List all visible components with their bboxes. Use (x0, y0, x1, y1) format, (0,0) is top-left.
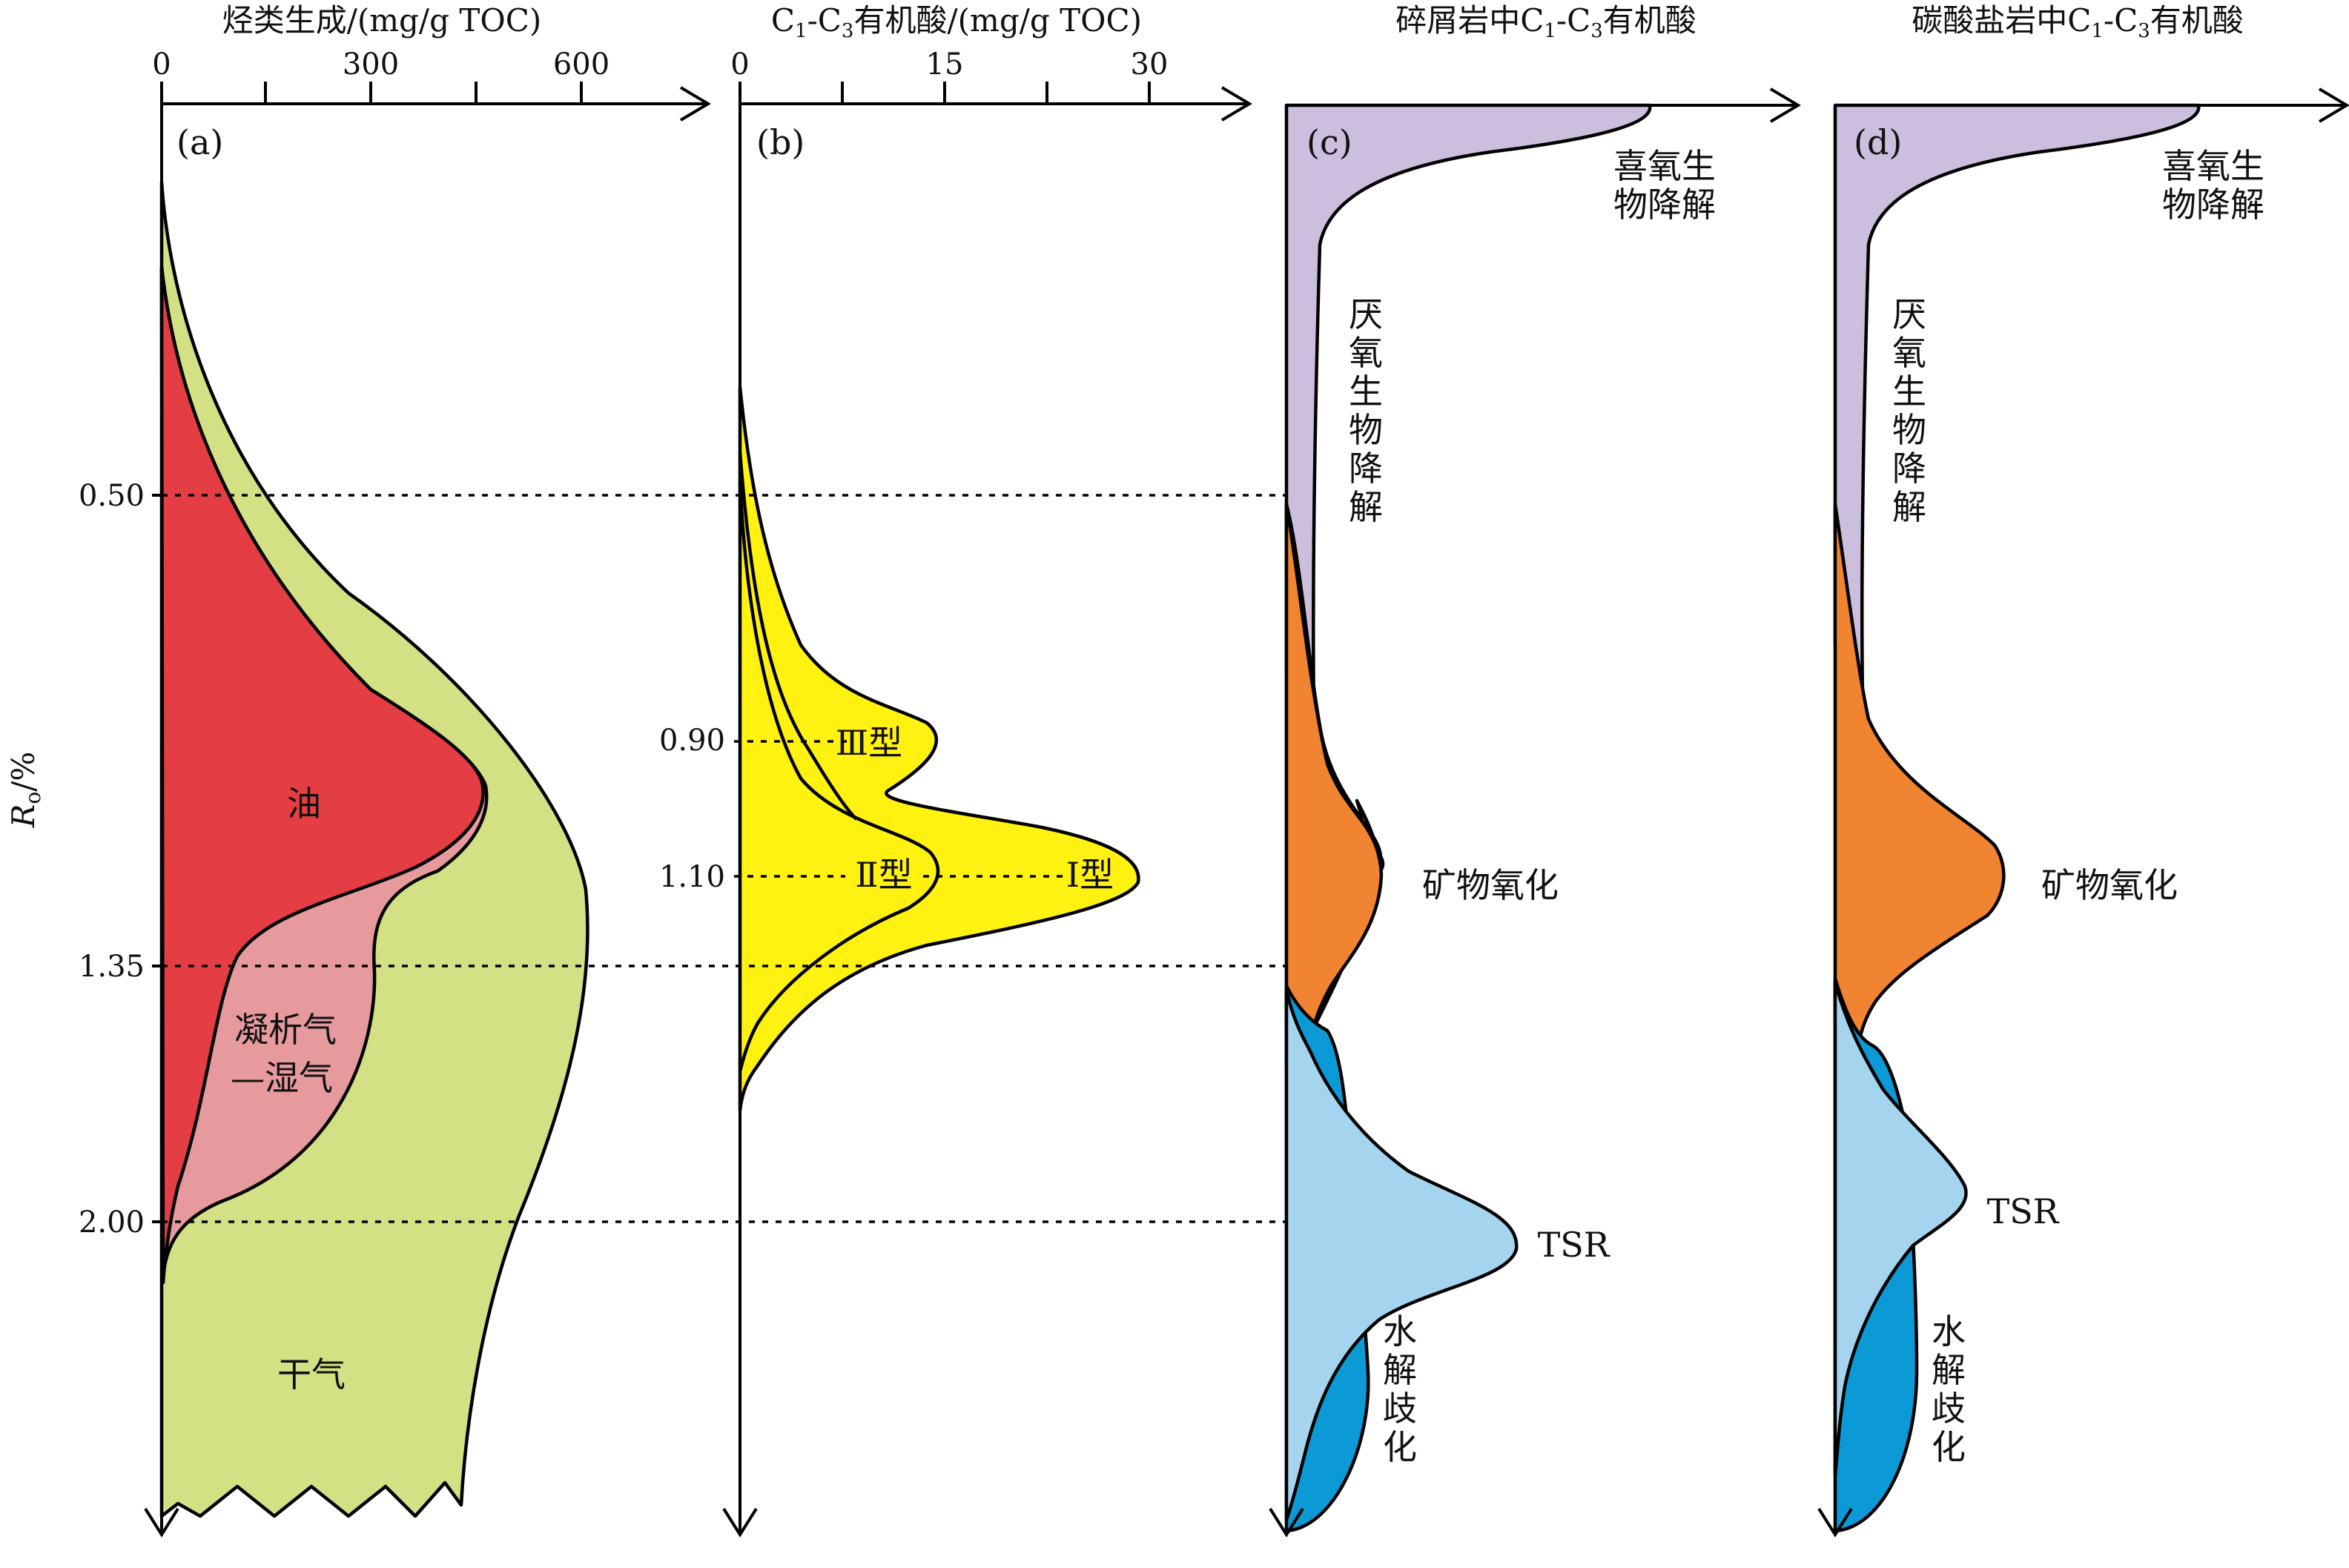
svg-text:水: 水 (1932, 1311, 1966, 1352)
svg-text:物: 物 (1892, 410, 1926, 450)
tsr-c (1284, 988, 1519, 1522)
oil-area (159, 265, 485, 1285)
label-hydrolysis-c: 水 解 歧 化 (1383, 1311, 1417, 1467)
y-axis-d-arrowhead (1817, 1507, 1853, 1538)
svg-text:物: 物 (1349, 410, 1383, 450)
label-oil: 油 (287, 784, 321, 824)
type-ii-boundary (738, 481, 940, 1072)
panel-a: 0 300 600 烃类生成/(mg/g TOC) (a) 油 凝析气 —湿气 … (144, 2, 711, 1538)
label-anaerobic-d: 厌 氧 生 物 降 解 (1892, 294, 1926, 527)
label-condensate-line1: 凝析气 (234, 1010, 337, 1050)
y-axis-title: Ro/% (5, 752, 45, 829)
x-tick-a-300: 300 (343, 47, 399, 82)
label-condensate-line2: —湿气 (231, 1058, 333, 1098)
x-axis-a-arrowhead (679, 86, 711, 122)
panel-b-letter: (b) (756, 122, 805, 162)
x-tick-a-0: 0 (152, 47, 171, 82)
svg-text:氧: 氧 (1892, 333, 1926, 373)
svg-text:厌: 厌 (1892, 294, 1926, 334)
ro-090-label: 0.90 (659, 724, 725, 758)
x-tick-b-30: 30 (1131, 47, 1169, 82)
panel-b: 0 15 30 C1-C3有机酸/(mg/g TOC) (b) Ⅲ型 Ⅱ型 Ⅰ型… (659, 2, 1252, 1538)
svg-text:水: 水 (1383, 1311, 1417, 1352)
svg-text:化: 化 (1932, 1427, 1966, 1467)
panel-c-letter: (c) (1306, 122, 1352, 162)
svg-text:解: 解 (1349, 487, 1383, 527)
label-mineral-c: 矿物氧化 (1422, 865, 1559, 905)
svg-text:解: 解 (1892, 487, 1926, 527)
svg-text:生: 生 (1349, 371, 1383, 411)
ro-110-label: 1.10 (659, 860, 725, 894)
label-tsr-d: TSR (1987, 1191, 2060, 1231)
x-tick-b-15: 15 (926, 47, 964, 82)
svg-text:氧: 氧 (1349, 333, 1383, 373)
label-tsr-c: TSR (1538, 1225, 1610, 1265)
panel-d: 碳酸盐岩中C1-C3有机酸 (d) 喜氧生 物降解 厌 氧 生 物 降 解 矿物… (1817, 2, 2349, 1538)
panel-a-title: 烃类生成/(mg/g TOC) (222, 2, 542, 39)
panel-c: 碎屑岩中C1-C3有机酸 (c) 喜氧生 物降解 厌 氧 生 物 降 解 矿物氧… (1269, 2, 1801, 1538)
y-axis-labels: 0.50 1.35 2.00 Ro/% (5, 479, 162, 1240)
label-aerobic-c-1: 喜氧生 (1613, 146, 1716, 186)
label-type-ii: Ⅱ型 (855, 855, 912, 895)
label-mineral-d: 矿物氧化 (2041, 865, 2178, 905)
panel-c-title: 碎屑岩中C1-C3有机酸 (1395, 2, 1696, 42)
y-tick-200: 2.00 (79, 1205, 145, 1240)
x-ticks-a (160, 82, 583, 104)
label-aerobic-d-2: 物降解 (2162, 185, 2264, 225)
tsr-d (1833, 980, 1968, 1478)
label-aerobic-c-2: 物降解 (1613, 185, 1716, 225)
aerobic-degradation-d (1833, 103, 2201, 699)
x-axis-b-arrowhead (1220, 86, 1252, 122)
y-axis-c-arrowhead (1269, 1507, 1304, 1538)
svg-text:歧: 歧 (1932, 1389, 1966, 1429)
x-axis-c-arrowhead (1769, 87, 1801, 123)
label-type-iii: Ⅲ型 (836, 723, 902, 763)
svg-text:降: 降 (1349, 449, 1383, 489)
label-hydrolysis-d: 水 解 歧 化 (1932, 1311, 1966, 1467)
panel-d-title: 碳酸盐岩中C1-C3有机酸 (1912, 2, 2244, 42)
panel-b-title: C1-C3有机酸/(mg/g TOC) (771, 2, 1142, 42)
label-type-i: Ⅰ型 (1066, 855, 1114, 895)
y-axis-a-arrowhead (144, 1507, 179, 1538)
aerobic-degradation-c (1284, 103, 1652, 721)
svg-text:歧: 歧 (1383, 1389, 1417, 1429)
svg-text:解: 解 (1383, 1350, 1417, 1390)
type-iii-boundary (738, 451, 858, 821)
reference-lines (162, 494, 1286, 1223)
svg-text:生: 生 (1892, 371, 1926, 411)
label-dry-gas: 干气 (277, 1354, 346, 1395)
x-tick-b-0: 0 (730, 47, 749, 82)
y-axis-b-arrowhead (722, 1507, 758, 1538)
label-aerobic-d-1: 喜氧生 (2162, 146, 2264, 186)
panel-d-letter: (d) (1854, 122, 1902, 162)
panel-a-letter: (a) (176, 122, 223, 162)
svg-text:解: 解 (1932, 1350, 1966, 1390)
x-ticks-b (739, 82, 1151, 104)
x-axis-d-arrowhead (2318, 87, 2349, 123)
label-anaerobic-c: 厌 氧 生 物 降 解 (1349, 294, 1383, 527)
type-i-curve (738, 385, 1140, 1113)
svg-text:厌: 厌 (1349, 294, 1383, 334)
svg-text:化: 化 (1383, 1427, 1417, 1467)
x-tick-a-600: 600 (553, 47, 609, 82)
y-tick-135: 1.35 (79, 950, 145, 984)
y-tick-050: 0.50 (79, 479, 145, 513)
svg-text:降: 降 (1892, 449, 1926, 489)
